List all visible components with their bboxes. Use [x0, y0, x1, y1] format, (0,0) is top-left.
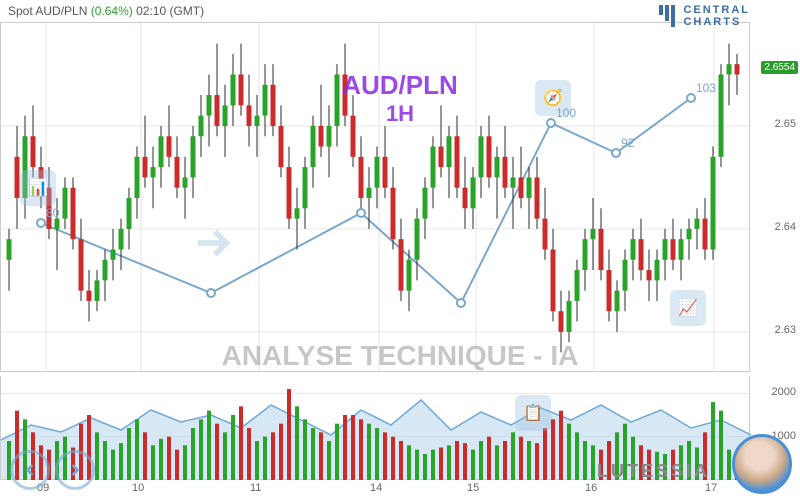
chart-header: Spot AUD/PLN (0.64%) 02:10 (GMT) — [8, 4, 204, 18]
watermark-pair: AUD/PLN 1H — [342, 70, 458, 127]
brand-logo: CENTRAL CHARTS — [659, 4, 750, 28]
logo-line1: CENTRAL — [683, 4, 750, 16]
nav-next-button[interactable] — [55, 450, 95, 490]
change-percent: (0.64%) — [91, 4, 133, 18]
nav-prev-button[interactable] — [10, 450, 50, 490]
timestamp: 02:10 (GMT) — [136, 4, 204, 18]
logo-bars-icon — [659, 5, 677, 27]
watermark-icon: 📋 — [515, 395, 551, 431]
watermark-icon: 📈 — [670, 290, 706, 326]
lutessia-brand: LUTESSIA — [597, 461, 710, 482]
watermark-analysis: ANALYSE TECHNIQUE - IA — [222, 340, 579, 372]
arrow-right-icon — [190, 220, 236, 271]
avatar-icon[interactable] — [732, 434, 792, 494]
logo-line2: CHARTS — [683, 16, 750, 28]
watermark-icon: 📊 — [20, 170, 56, 206]
time-axis: 09101114151617 — [0, 482, 750, 500]
instrument-name: Spot AUD/PLN — [8, 4, 87, 18]
current-price-badge: 2.6554 — [761, 61, 798, 74]
price-axis: 2.632.642.65 2.6554 — [752, 22, 800, 372]
